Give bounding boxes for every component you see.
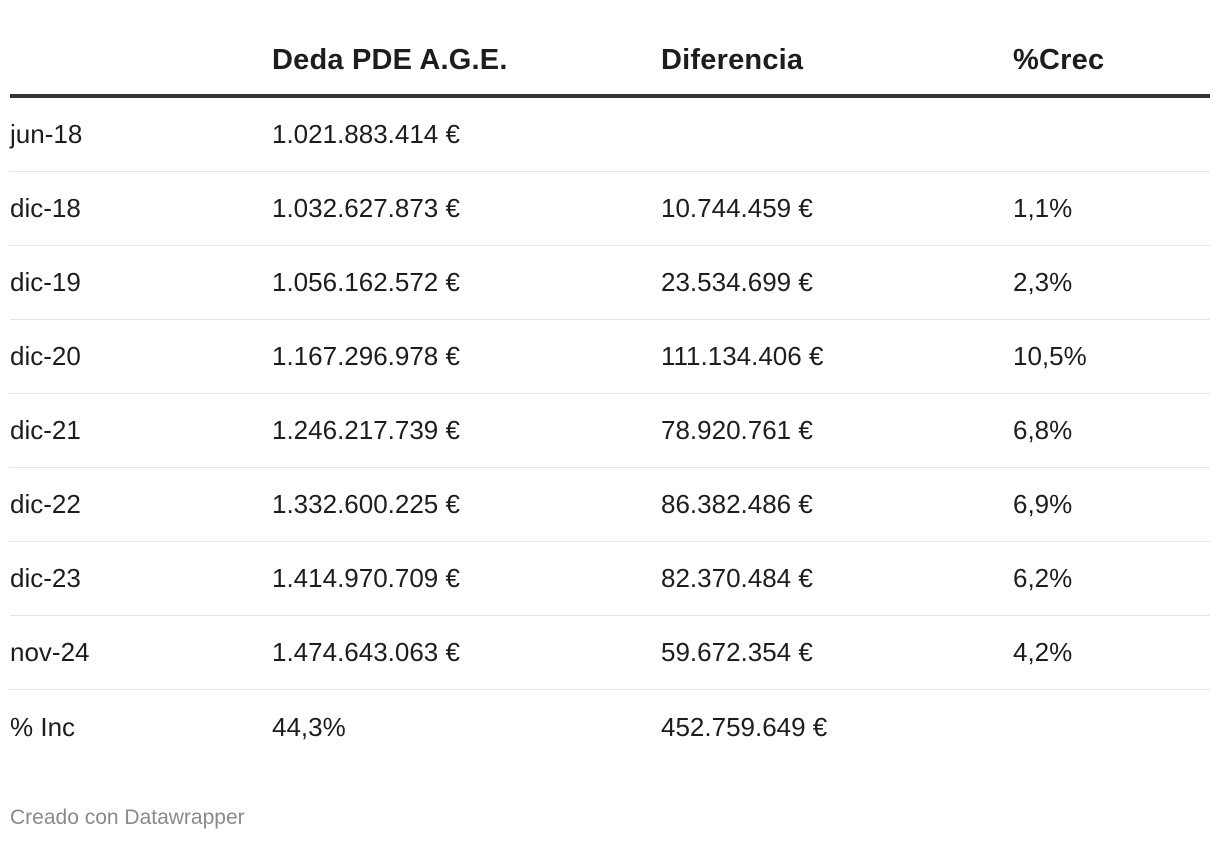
cell-crec: 1,1% [1013, 193, 1073, 223]
cell-period: dic-19 [10, 267, 81, 297]
cell-period: nov-24 [10, 637, 90, 667]
cell-crec: 6,8% [1013, 415, 1073, 445]
cell-period: % Inc [10, 711, 76, 742]
cell-period: jun-18 [10, 119, 83, 149]
cell-deuda: 1.332.600.225 € [272, 489, 460, 519]
cell-period: dic-18 [10, 193, 81, 223]
cell-deuda: 1.056.162.572 € [272, 267, 460, 297]
cell-crec: 6,2% [1013, 563, 1073, 593]
table-row: jun-18 1.021.883.414 € [10, 98, 1210, 172]
cell-deuda: 1.246.217.739 € [272, 415, 460, 445]
table-row: dic-23 1.414.970.709 € 82.370.484 € 6,2% [10, 542, 1210, 616]
cell-deuda: 44,3% [272, 711, 346, 742]
table-row: dic-18 1.032.627.873 € 10.744.459 € 1,1% [10, 172, 1210, 246]
cell-diferencia: 78.920.761 € [661, 415, 813, 445]
cell-diferencia: 86.382.486 € [661, 489, 813, 519]
cell-crec: 2,3% [1013, 267, 1073, 297]
cell-diferencia: 23.534.699 € [661, 267, 813, 297]
cell-deuda: 1.021.883.414 € [272, 119, 460, 149]
cell-deuda: 1.474.643.063 € [272, 637, 460, 667]
table-header-row: Deda PDE A.G.E. Diferencia %Crec [10, 26, 1210, 98]
table-row: dic-20 1.167.296.978 € 111.134.406 € 10,5% [10, 320, 1210, 394]
cell-crec: 4,2% [1013, 637, 1073, 667]
cell-diferencia: 59.672.354 € [661, 637, 813, 667]
cell-diferencia: 82.370.484 € [661, 563, 813, 593]
header-deuda: Deda PDE A.G.E. [272, 43, 508, 76]
table-row: dic-22 1.332.600.225 € 86.382.486 € 6,9% [10, 468, 1210, 542]
cell-deuda: 1.032.627.873 € [272, 193, 460, 223]
table-body: jun-18 1.021.883.414 € dic-18 1.032.627.873… [10, 98, 1210, 764]
cell-deuda: 1.414.970.709 € [272, 563, 460, 593]
cell-period: dic-23 [10, 563, 81, 593]
table-row: dic-21 1.246.217.739 € 78.920.761 € 6,8% [10, 394, 1210, 468]
cell-period: dic-20 [10, 341, 81, 371]
data-table: Deda PDE A.G.E. Diferencia %Crec jun-18 1… [10, 26, 1210, 764]
cell-deuda: 1.167.296.978 € [272, 341, 460, 371]
cell-diferencia: 10.744.459 € [661, 193, 813, 223]
cell-crec: 10,5% [1013, 341, 1087, 371]
cell-period: dic-22 [10, 489, 81, 519]
table-row: % Inc 44,3% 452.759.649 € [10, 690, 1210, 764]
table-row: nov-24 1.474.643.063 € 59.672.354 € 4,2% [10, 616, 1210, 690]
header-diferencia: Diferencia [661, 43, 804, 76]
cell-diferencia: 111.134.406 € [661, 341, 824, 371]
footer-credit: Creado con Datawrapper [10, 806, 245, 829]
cell-crec: 6,9% [1013, 489, 1073, 519]
table-row: dic-19 1.056.162.572 € 23.534.699 € 2,3% [10, 246, 1210, 320]
header-crec: %Crec [1013, 43, 1105, 76]
cell-diferencia: 452.759.649 € [661, 711, 828, 742]
cell-period: dic-21 [10, 415, 81, 445]
